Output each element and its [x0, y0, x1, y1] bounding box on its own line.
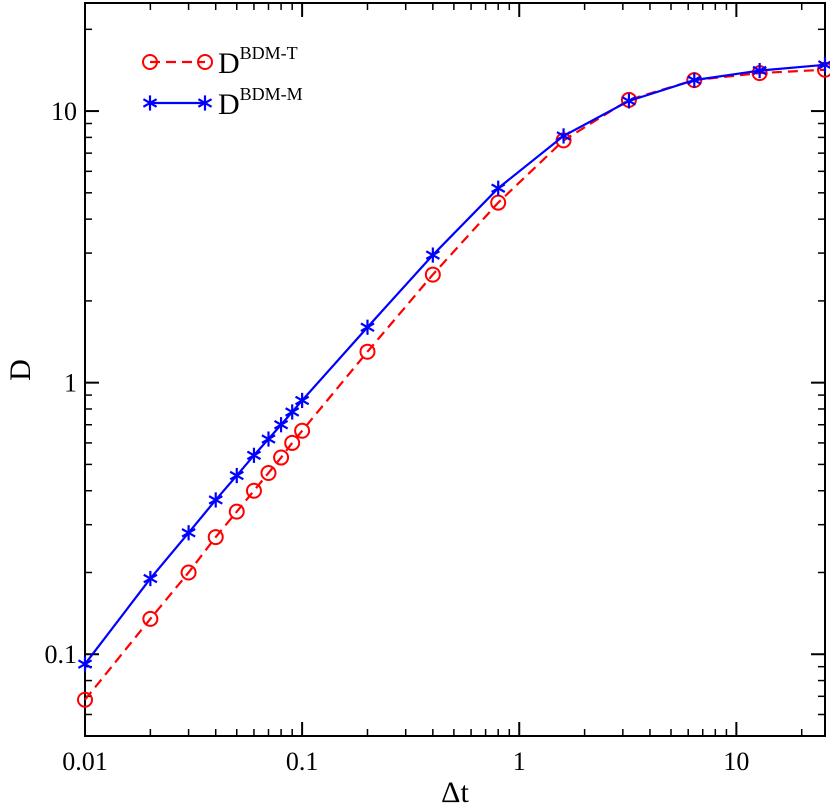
y-tick-label: 1 [64, 369, 77, 398]
legend-label: DBDM-T [218, 43, 298, 80]
data-point [752, 62, 767, 79]
data-point [180, 564, 197, 581]
legend-label-sup: BDM-T [240, 43, 298, 63]
legend-label-main: D [218, 88, 240, 121]
data-point [294, 422, 311, 439]
data-point [425, 247, 440, 263]
data-point [260, 464, 277, 481]
data-point [556, 128, 571, 144]
data-point [359, 343, 376, 360]
asterisk-stroke [752, 65, 767, 76]
data-point [285, 404, 300, 420]
x-axis-title: Δt [441, 776, 469, 807]
legend-marker [142, 54, 158, 70]
asterisk-stroke [142, 98, 158, 108]
data-point [621, 93, 637, 109]
asterisk-stroke [491, 183, 506, 193]
axis-ticks: 0.01 0.1 1 10 0.1 1 10 [45, 3, 825, 776]
asterisk-stroke [77, 659, 93, 669]
legend-entry: DBDM-M [142, 84, 303, 121]
legend-marker [142, 95, 158, 111]
y-tick-label: 0.1 [45, 640, 78, 669]
asterisk-stroke [556, 131, 571, 141]
asterisk-stroke [425, 250, 440, 260]
data-point [229, 467, 244, 484]
asterisk-stroke [197, 98, 213, 108]
asterisk-stroke [229, 470, 244, 481]
legend-label-sup: BDM-M [240, 84, 303, 104]
data-point [228, 503, 245, 520]
asterisk-stroke [273, 419, 289, 430]
asterisk-stroke [208, 495, 223, 505]
legend-label-main: D [218, 47, 240, 80]
plot-area-frame [84, 2, 826, 737]
data-point [273, 449, 290, 466]
data-point [491, 180, 506, 196]
data-point [687, 72, 702, 88]
asterisk-stroke [143, 573, 158, 584]
data-point [245, 482, 262, 499]
data-point [143, 570, 158, 587]
data-point [273, 417, 289, 433]
data-point [207, 529, 224, 546]
data-point [817, 57, 830, 73]
data-point [246, 447, 262, 463]
data-point [360, 319, 375, 335]
data-point [77, 656, 93, 672]
asterisk-stroke [687, 75, 702, 85]
x-tick-label: 1 [513, 747, 526, 776]
data-point [261, 431, 276, 447]
x-tick-label: 0.01 [62, 747, 108, 776]
asterisk-stroke [285, 407, 300, 417]
asterisk-stroke [181, 528, 196, 538]
legend-marker [197, 95, 213, 111]
data-point [284, 434, 301, 451]
data-point [294, 392, 310, 409]
asterisk-stroke [294, 395, 310, 406]
series-layer [77, 57, 830, 708]
legend-label: DBDM-M [218, 84, 303, 121]
series-bdm-m [77, 57, 830, 672]
x-tick-label: 0.1 [286, 747, 319, 776]
series-line [84, 63, 826, 665]
asterisk-stroke [621, 96, 637, 106]
asterisk-stroke [817, 60, 830, 70]
data-point [77, 691, 93, 708]
y-tick-label: 10 [51, 97, 77, 126]
asterisk-stroke [246, 450, 262, 461]
data-point [208, 492, 223, 508]
legend-marker [197, 54, 213, 70]
asterisk-stroke [261, 434, 276, 444]
data-point [424, 266, 441, 283]
data-point [142, 610, 159, 627]
y-axis-title: D [4, 359, 37, 381]
x-tick-label: 10 [723, 747, 749, 776]
asterisk-stroke [360, 322, 375, 332]
data-point [181, 525, 196, 541]
legend-entry: DBDM-T [142, 43, 298, 80]
